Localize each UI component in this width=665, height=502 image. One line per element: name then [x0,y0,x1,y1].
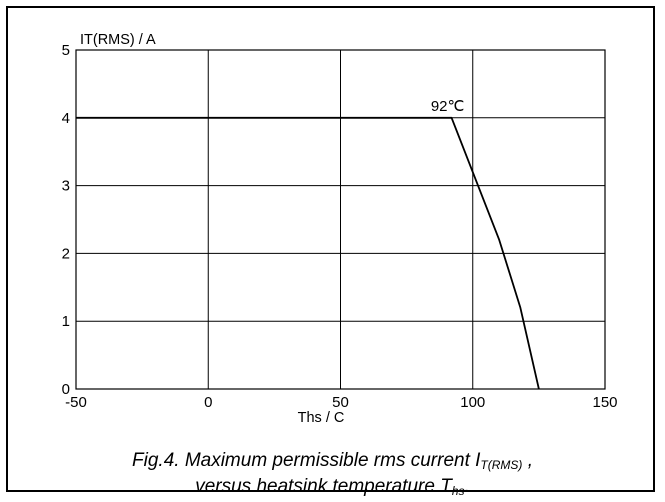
caption-line-1-suffix: , [522,450,533,471]
y-tick-label: 3 [62,178,70,195]
caption-line-2-subscript: hs [451,484,465,498]
y-tick-label: 2 [62,245,70,262]
y-tick-label: 0 [62,381,70,398]
figure-frame: -50 0 50 100 150 0 1 2 3 4 5 IT(RMS) / A Ths / C 9… [6,6,655,498]
y-tick-label: 1 [62,313,70,330]
caption-line-1-subscript: T(RMS) [480,458,523,472]
x-tick-label: 0 [204,394,212,411]
caption-line-1-text: Fig.4. Maximum permissible rms current I [132,450,481,471]
x-tick-label: 100 [460,394,485,411]
caption-line-2-suffix: . [464,476,470,497]
x-tick-label: 50 [332,394,349,411]
caption-line-2: versus heatsink temperature Ths. [8,476,657,502]
series [76,116,540,390]
grid [75,49,606,390]
caption-line-1: Fig.4. Maximum permissible rms current I… [8,450,657,476]
x-axis-label: Ths / C [298,410,345,426]
y-axis-label: IT(RMS) / A [80,32,156,48]
y-tick-label: 4 [62,110,70,127]
x-tick-label: 150 [592,394,617,411]
annotation-92c: 92℃ [431,98,465,115]
y-tick-label: 5 [62,42,70,59]
caption-line-2-text: versus heatsink temperature T [195,476,452,497]
series-line-0 [76,116,540,390]
figure-caption: Fig.4. Maximum permissible rms current I… [8,450,657,502]
x-tick-label: -50 [65,394,87,411]
